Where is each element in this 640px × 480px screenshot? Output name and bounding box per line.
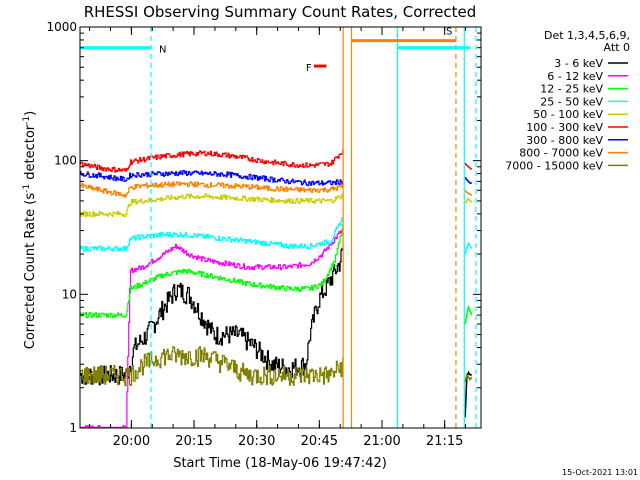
chart-title: RHESSI Observing Summary Count Rates, Co…: [84, 3, 477, 21]
x-axis-label: Start Time (18-May-06 19:47:42): [173, 456, 387, 471]
series-line-3-6-kev: [80, 247, 344, 386]
legend-label-6-12-kev: 6 - 12 keV: [547, 70, 603, 83]
y-axis-label-unit: detector: [23, 124, 38, 184]
y-tick-label: 100: [54, 154, 77, 168]
x-tick-label: 20:30: [238, 434, 275, 449]
x-tick-label: 21:00: [363, 434, 400, 449]
series-line-6-12-kev: [80, 227, 344, 428]
series-tail-3-6-kev: [464, 370, 472, 418]
series-line-300-800-kev: [80, 169, 344, 187]
y-tick-label: 10: [62, 287, 77, 301]
series-tail-300-800-kev: [464, 176, 472, 184]
legend-label-25-50-kev: 25 - 50 keV: [540, 95, 603, 108]
legend-label-300-800-kev: 300 - 800 keV: [526, 134, 603, 147]
legend-label-3-6-kev: 3 - 6 keV: [554, 57, 603, 70]
legend-label-100-300-kev: 100 - 300 keV: [526, 121, 603, 134]
flag-label-n: N: [159, 45, 166, 56]
series-tail-12-25-kev: [464, 304, 473, 325]
flag-layer: N S F: [80, 27, 471, 74]
series-line-800-7000-kev: [80, 181, 344, 198]
series-line-12-25-kev: [80, 223, 344, 319]
y-axis-label-exponent-2: -1: [22, 116, 32, 125]
series-tail-800-7000-kev: [464, 189, 473, 197]
legend-label-12-25-kev: 12 - 25 keV: [540, 83, 603, 96]
legend-header-line-1: Det 1,3,4,5,6,9,: [544, 29, 630, 42]
legend-label-7000-15000-kev: 7000 - 15000 keV: [505, 159, 603, 172]
legend-label-50-100-kev: 50 - 100 keV: [533, 108, 603, 121]
x-tick-label: 20:00: [113, 434, 150, 449]
y-tick-label: 1: [69, 421, 77, 435]
flag-label-s: S: [446, 27, 452, 38]
series-tail-7000-15000-kev: [464, 372, 473, 383]
x-tick-label: 20:45: [301, 434, 338, 449]
footer-date: 15-Oct-2021 13:01: [562, 468, 638, 477]
x-tick-label: 21:15: [426, 434, 463, 449]
y-axis-label-text: Corrected Count Rate (s: [23, 193, 38, 350]
series-tail-100-300-kev: [464, 162, 473, 171]
plot-frame: [79, 26, 482, 429]
flag-label-f: F: [306, 63, 312, 74]
series-line-100-300-kev: [80, 149, 344, 173]
y-axis-label-exponent: -1: [22, 184, 32, 193]
series-line-25-50-kev: [80, 217, 344, 252]
series-line-50-100-kev: [80, 193, 344, 218]
marker-layer: [150, 27, 477, 428]
legend-label-800-7000-kev: 800 - 7000 keV: [519, 147, 603, 160]
legend-header-line-2: Att 0: [604, 41, 630, 54]
series-line-7000-15000-kev: [80, 346, 344, 387]
y-tick-label: 1000: [46, 20, 77, 34]
y-axis-label-close: ): [23, 111, 38, 116]
y-axis: 1 10 100 1000: [46, 20, 481, 435]
x-axis: 20:00 20:15 20:30 20:45 21:00 21:15: [89, 27, 467, 449]
x-tick-label: 20:15: [175, 434, 212, 449]
series-tail-25-50-kev: [464, 241, 473, 255]
series-tail-50-100-kev: [464, 197, 473, 204]
y-axis-label: Corrected Count Rate (s-1 detector-1): [22, 111, 38, 349]
series-layer: [80, 149, 473, 428]
